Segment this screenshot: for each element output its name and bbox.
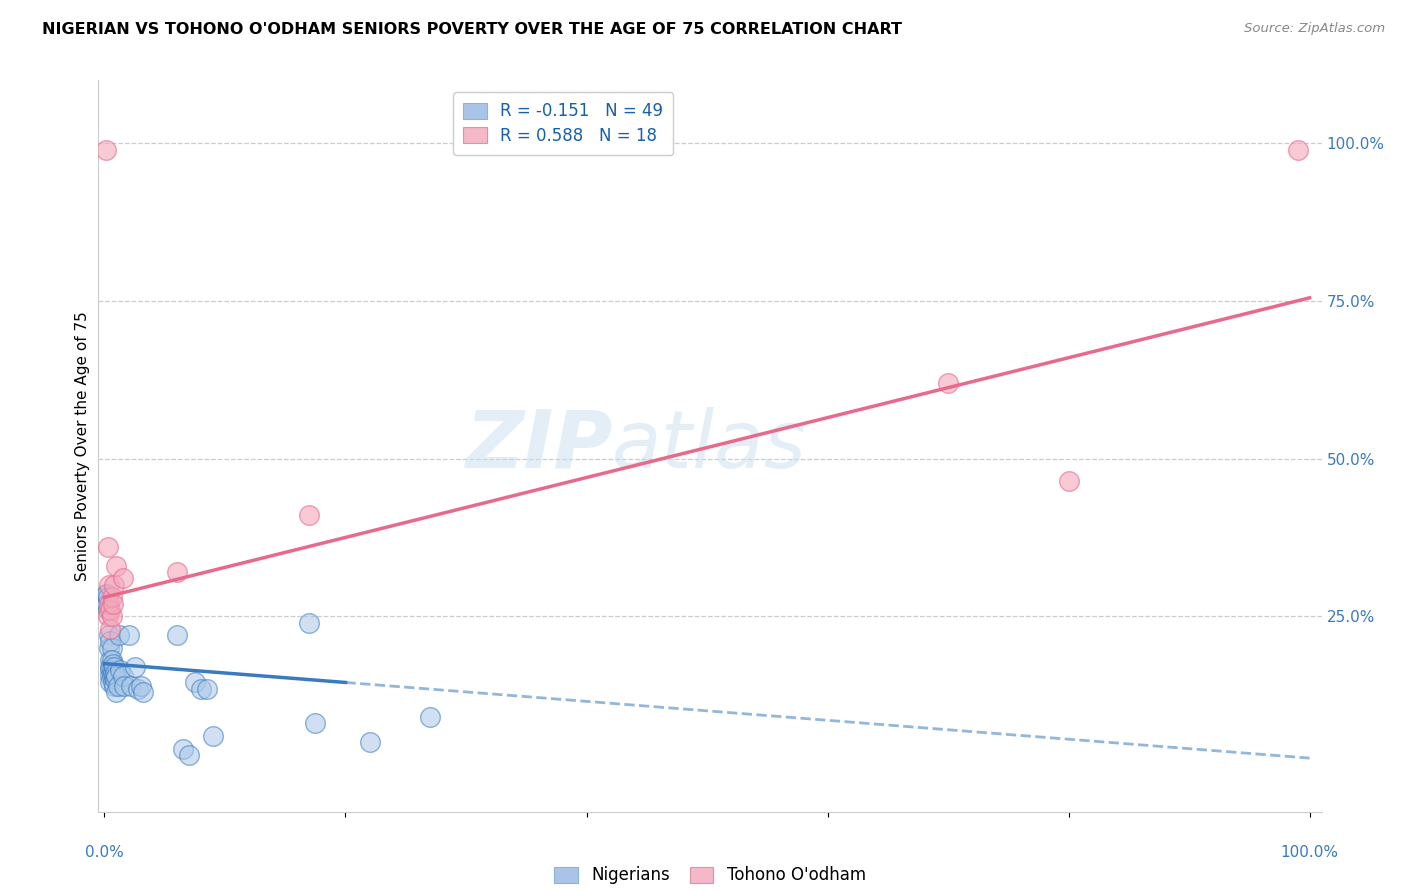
Text: Source: ZipAtlas.com: Source: ZipAtlas.com bbox=[1244, 22, 1385, 36]
Point bbox=[298, 508, 321, 523]
Point bbox=[100, 663, 122, 677]
Point bbox=[117, 628, 139, 642]
Legend: Nigerians, Tohono O'odham: Nigerians, Tohono O'odham bbox=[548, 860, 872, 891]
Point bbox=[101, 657, 124, 671]
Point bbox=[100, 675, 122, 690]
Point bbox=[104, 665, 127, 680]
Point bbox=[98, 628, 121, 642]
Point bbox=[100, 591, 122, 605]
Point bbox=[100, 653, 122, 667]
Point bbox=[97, 591, 120, 605]
Point bbox=[105, 685, 128, 699]
Point bbox=[98, 597, 121, 611]
Point bbox=[97, 540, 120, 554]
Point bbox=[100, 669, 122, 683]
Point bbox=[94, 143, 117, 157]
Point bbox=[120, 679, 142, 693]
Point bbox=[298, 615, 321, 630]
Point bbox=[195, 681, 218, 696]
Point bbox=[104, 673, 127, 687]
Point bbox=[124, 659, 146, 673]
Point bbox=[97, 609, 120, 624]
Point bbox=[103, 669, 125, 683]
Point bbox=[103, 679, 125, 693]
Point bbox=[101, 597, 124, 611]
Point bbox=[96, 597, 118, 611]
Point bbox=[100, 609, 122, 624]
Y-axis label: Seniors Poverty Over the Age of 75: Seniors Poverty Over the Age of 75 bbox=[75, 311, 90, 581]
Text: 0.0%: 0.0% bbox=[86, 845, 124, 860]
Point bbox=[127, 681, 149, 696]
Point bbox=[107, 679, 129, 693]
Point bbox=[184, 675, 207, 690]
Point bbox=[105, 669, 128, 683]
Point bbox=[1286, 143, 1309, 157]
Point bbox=[112, 679, 135, 693]
Point bbox=[101, 665, 124, 680]
Point bbox=[1057, 474, 1080, 488]
Point bbox=[304, 716, 326, 731]
Point bbox=[98, 640, 121, 655]
Point bbox=[100, 634, 122, 648]
Point bbox=[100, 663, 122, 677]
Text: 100.0%: 100.0% bbox=[1281, 845, 1339, 860]
Text: atlas: atlas bbox=[612, 407, 807, 485]
Point bbox=[172, 741, 194, 756]
Point bbox=[101, 675, 124, 690]
Point bbox=[94, 587, 117, 601]
Point bbox=[100, 603, 122, 617]
Point bbox=[166, 628, 188, 642]
Point bbox=[419, 710, 441, 724]
Point bbox=[132, 685, 155, 699]
Point bbox=[108, 663, 131, 677]
Point bbox=[98, 578, 121, 592]
Text: NIGERIAN VS TOHONO O'ODHAM SENIORS POVERTY OVER THE AGE OF 75 CORRELATION CHART: NIGERIAN VS TOHONO O'ODHAM SENIORS POVER… bbox=[42, 22, 903, 37]
Point bbox=[359, 735, 381, 749]
Point bbox=[108, 628, 131, 642]
Point bbox=[100, 659, 122, 673]
Point bbox=[129, 679, 152, 693]
Point bbox=[111, 571, 134, 585]
Point bbox=[166, 565, 188, 579]
Point bbox=[100, 622, 122, 636]
Point bbox=[190, 681, 212, 696]
Point bbox=[100, 669, 122, 683]
Point bbox=[103, 578, 125, 592]
Point bbox=[936, 376, 959, 390]
Point bbox=[201, 729, 224, 743]
Point bbox=[111, 669, 134, 683]
Point bbox=[100, 653, 122, 667]
Point bbox=[105, 558, 128, 573]
Point bbox=[103, 659, 125, 673]
Point bbox=[97, 603, 120, 617]
Point bbox=[100, 640, 122, 655]
Text: ZIP: ZIP bbox=[465, 407, 612, 485]
Point bbox=[177, 747, 200, 762]
Point bbox=[96, 587, 118, 601]
